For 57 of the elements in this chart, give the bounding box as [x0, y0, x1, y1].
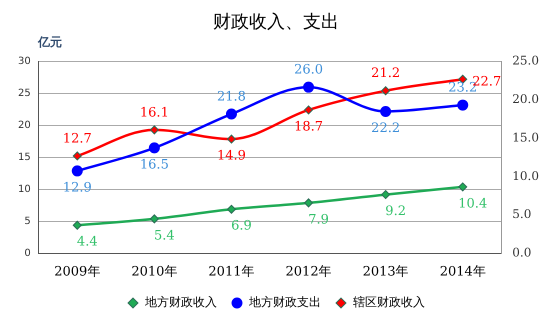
data-label: 21.2 [371, 66, 400, 82]
point [304, 198, 314, 208]
point [72, 165, 83, 176]
point [458, 182, 468, 192]
data-label: 12.9 [62, 180, 92, 196]
point [226, 134, 236, 144]
y-axis-title: 亿元 [38, 34, 62, 51]
y-tick-label: 0 [24, 248, 31, 259]
data-label: 4.4 [76, 234, 98, 250]
x-tick-label: 2012年 [286, 264, 332, 280]
point [150, 125, 159, 134]
point [226, 204, 236, 214]
y2-tick-label: 25.0 [512, 54, 539, 68]
y2-tick-label: 20.0 [512, 92, 539, 106]
y2-tick-label: 5.0 [512, 207, 532, 222]
data-label: 22.2 [371, 120, 400, 136]
point [304, 105, 314, 114]
y-tick-label: 30 [18, 56, 31, 68]
point [303, 82, 314, 93]
y-tick-label: 5 [24, 216, 31, 228]
point [457, 100, 468, 111]
data-label: 14.9 [216, 148, 246, 164]
chart-title: 财政收入、支出 [213, 11, 339, 32]
point [381, 86, 390, 96]
point [226, 108, 237, 120]
data-label: 10.4 [458, 196, 488, 212]
point [148, 142, 160, 154]
point [381, 190, 390, 200]
x-tick-label: 2011年 [208, 264, 255, 280]
x-tick-label: 2010年 [131, 264, 178, 280]
y-tick-label: 15 [18, 152, 31, 164]
x-tick-label: 2014年 [440, 264, 486, 280]
y2-tick-label: 0.0 [512, 246, 532, 260]
data-label: 21.8 [216, 89, 246, 104]
x-tick-label: 2009年 [54, 264, 100, 280]
y2-tick-label: 15.0 [512, 130, 539, 144]
data-label: 18.7 [294, 119, 324, 134]
data-label: 16.1 [140, 105, 169, 120]
point [380, 106, 392, 117]
y-tick-label: 25 [18, 88, 31, 100]
data-label: 5.4 [154, 228, 175, 244]
point [150, 214, 159, 224]
point [72, 220, 82, 230]
legend-label: 地方财政支出 [248, 295, 321, 310]
y2-tick-label: 10.0 [512, 168, 539, 183]
data-label: 12.7 [62, 131, 92, 146]
data-label: 26.0 [294, 62, 324, 78]
data-label: 7.9 [308, 212, 329, 228]
point [72, 151, 82, 160]
data-label: 16.5 [140, 157, 169, 172]
x-tick-label: 2013年 [362, 264, 409, 280]
y-tick-label: 10 [18, 184, 31, 196]
data-label: 9.2 [385, 204, 406, 219]
legend-label: 地方财政收入 [144, 295, 217, 310]
data-label: 6.9 [231, 218, 252, 234]
y-tick-label: 20 [18, 120, 31, 132]
legend-label: 辖区财政收入 [353, 295, 425, 310]
